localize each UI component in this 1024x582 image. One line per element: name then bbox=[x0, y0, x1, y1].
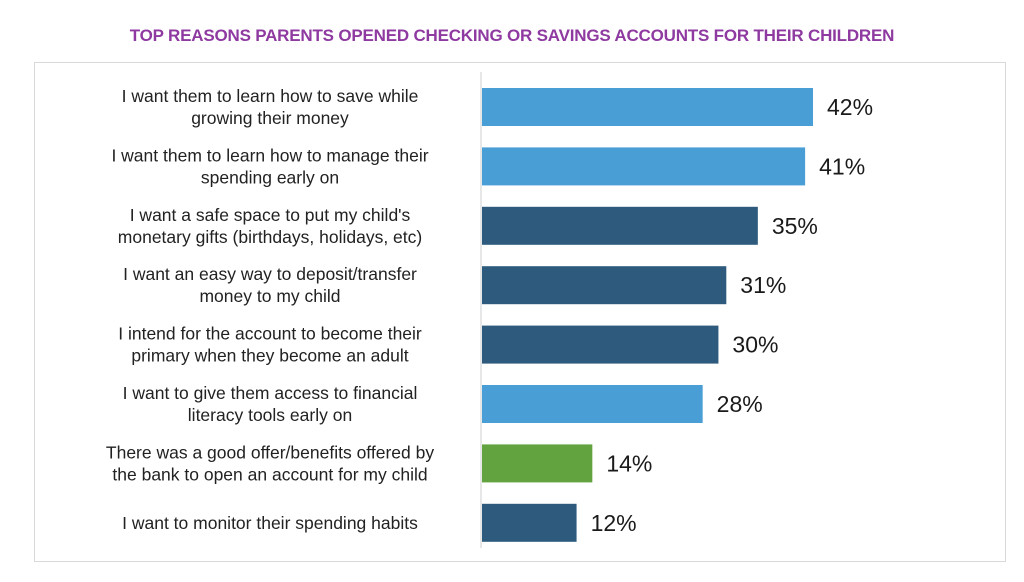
bar-4 bbox=[482, 266, 727, 305]
value-label-6: 28% bbox=[717, 391, 763, 417]
category-label-4: I want an easy way to deposit/transfer mo… bbox=[123, 264, 417, 306]
bar-3 bbox=[482, 206, 758, 245]
value-label-3: 35% bbox=[772, 213, 818, 239]
bar-6 bbox=[482, 385, 703, 423]
value-label-7: 14% bbox=[606, 450, 652, 476]
bar-7 bbox=[482, 444, 593, 483]
bar-8 bbox=[482, 503, 577, 542]
value-label-1: 42% bbox=[827, 94, 873, 120]
category-label-8: I want to monitor their spending habits bbox=[122, 513, 418, 533]
category-label-7: There was a good offer/benefits offered … bbox=[106, 442, 434, 484]
chart-title: TOP REASONS PARENTS OPENED CHECKING OR S… bbox=[129, 26, 895, 45]
value-label-4: 31% bbox=[740, 272, 786, 298]
bar-1 bbox=[482, 88, 813, 126]
value-label-5: 30% bbox=[732, 332, 778, 358]
category-label-3: I want a safe space to put my child's mon… bbox=[118, 205, 422, 247]
value-label-8: 12% bbox=[591, 510, 637, 536]
category-label-2: I want them to learn how to manage their… bbox=[111, 145, 428, 187]
chart-frame bbox=[34, 62, 1006, 562]
category-label-5: I intend for the account to become their… bbox=[118, 324, 422, 366]
value-label-2: 41% bbox=[819, 153, 865, 179]
bar-5 bbox=[482, 325, 719, 364]
bar-2 bbox=[482, 147, 806, 186]
category-label-6: I want to give them access to financial l… bbox=[123, 383, 418, 425]
category-label-1: I want them to learn how to save while gr… bbox=[122, 86, 419, 128]
